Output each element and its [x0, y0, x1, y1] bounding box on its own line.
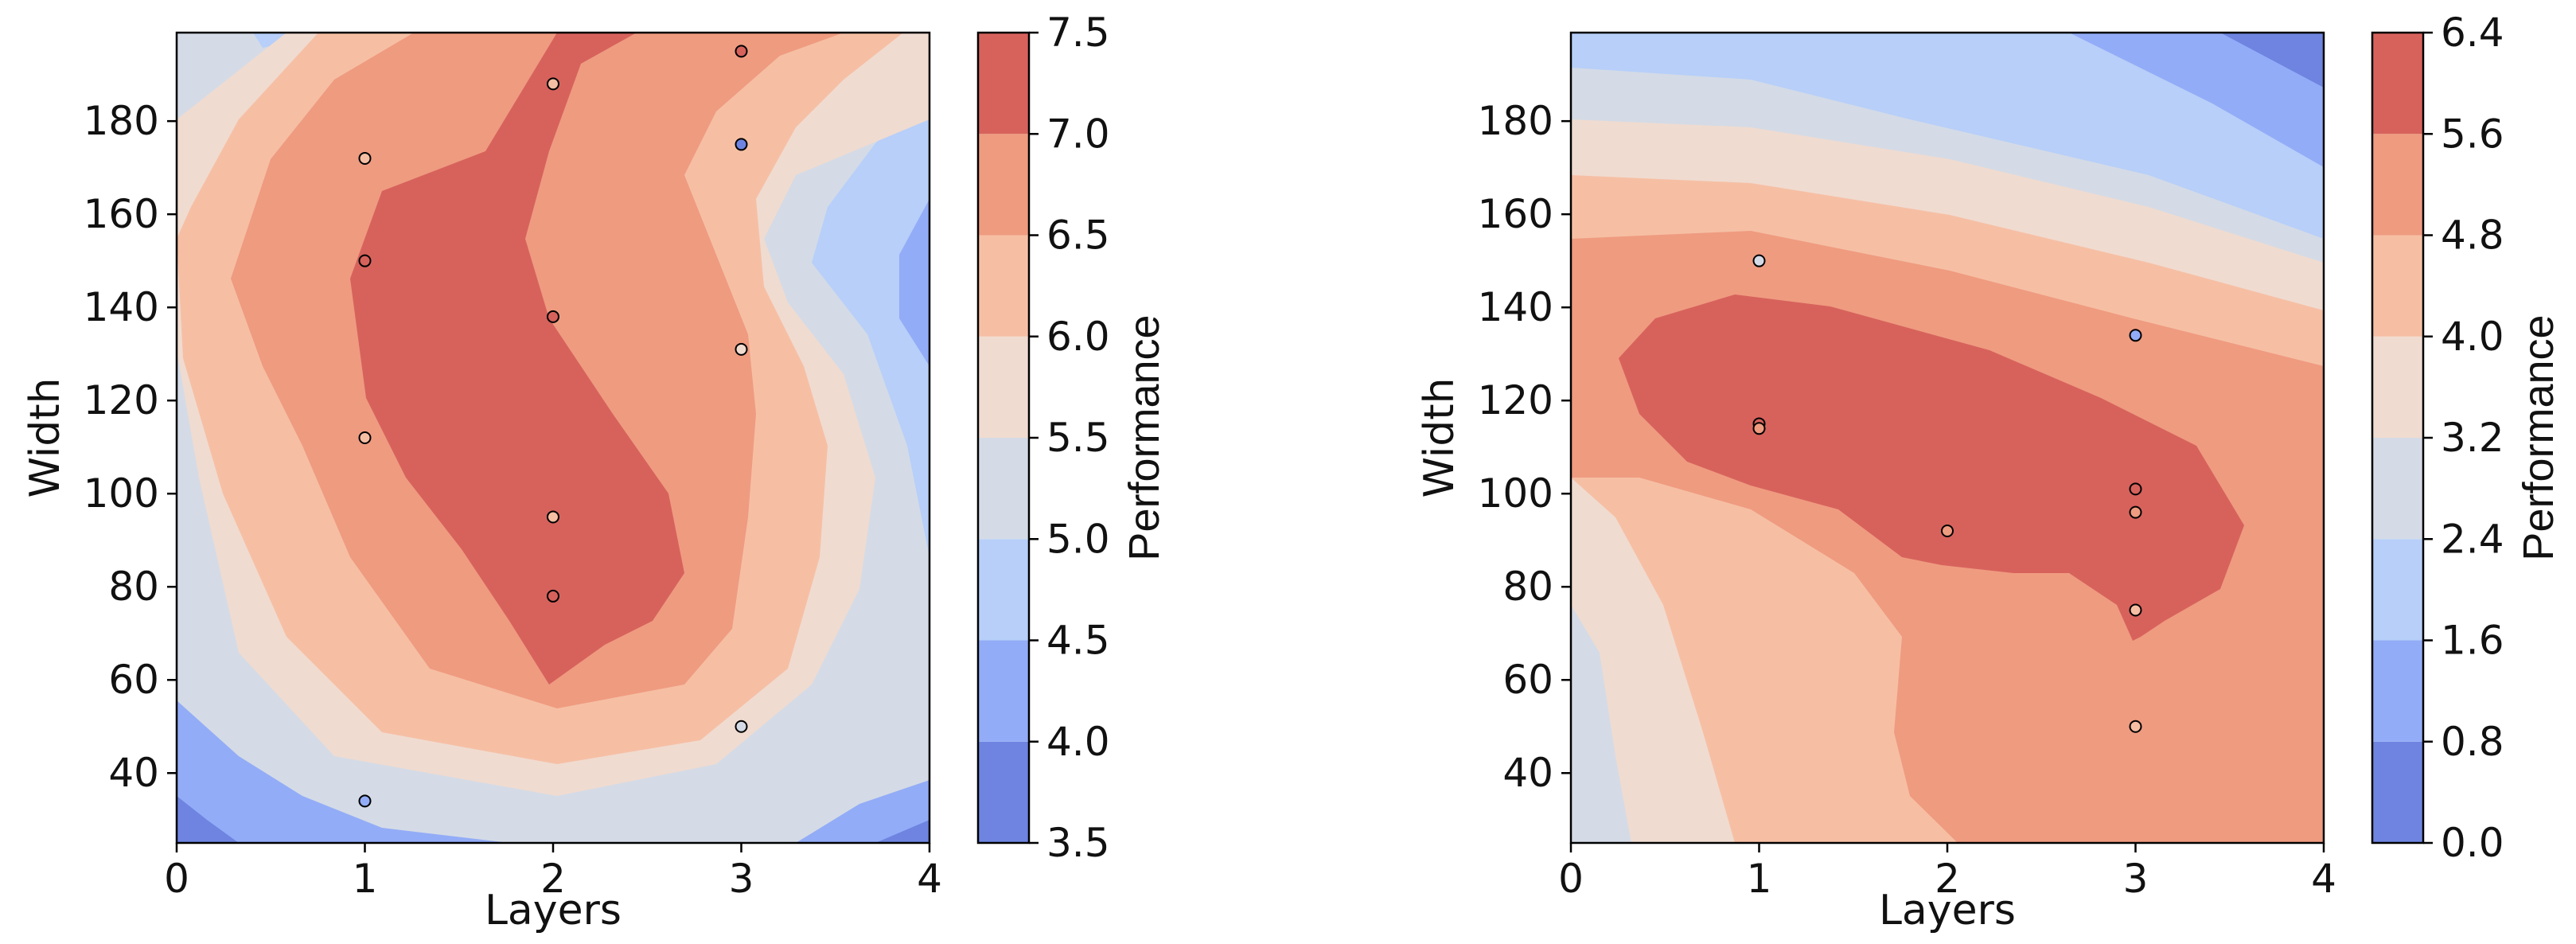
colorbar-tick-label: 4.0 [2441, 314, 2504, 360]
x-tick-label: 0 [1558, 856, 1584, 902]
x-tick-label: 4 [917, 856, 942, 902]
y-tick-label: 160 [84, 191, 159, 237]
left-scatter-points [358, 45, 748, 808]
colorbar-tick-label: 7.0 [1046, 111, 1110, 157]
right-y-axis-label: Width [1416, 377, 1463, 497]
colorbar-band [2372, 640, 2423, 742]
y-tick-label: 180 [1478, 98, 1553, 144]
colorbar-band [978, 438, 1029, 540]
x-tick-label: 2 [540, 856, 566, 902]
colorbar-tick-label: 7.5 [1046, 10, 1110, 56]
colorbar-tick-label: 6.5 [1046, 213, 1110, 259]
y-tick-label: 120 [1478, 377, 1553, 423]
y-tick-label: 40 [1502, 750, 1553, 796]
scatter-point [358, 254, 372, 267]
y-tick-label: 80 [108, 564, 159, 610]
x-tick-label: 2 [1935, 856, 1960, 902]
colorbar-band [978, 741, 1029, 843]
scatter-point [547, 77, 559, 91]
scatter-point [547, 310, 559, 323]
left-colorbar: 3.5 4.0 4.5 5.0 5.5 6.0 6.5 7.0 7.5 [976, 10, 1110, 866]
scatter-point [358, 794, 372, 808]
right-x-axis-label: Layers [1879, 887, 2016, 934]
y-tick-label: 120 [84, 377, 159, 423]
x-tick-label: 0 [164, 856, 189, 902]
y-tick-label: 140 [1478, 284, 1553, 330]
x-tick-label: 4 [2311, 856, 2336, 902]
colorbar-tick-label: 0.0 [2441, 820, 2504, 866]
colorbar-band [978, 33, 1029, 135]
scatter-point [547, 510, 559, 524]
colorbar-tick-label: 4.0 [1046, 719, 1110, 765]
y-tick-label: 60 [108, 657, 159, 703]
y-tick-label: 40 [108, 750, 159, 796]
colorbar-tick-label: 4.8 [2441, 213, 2504, 259]
scatter-point [2129, 720, 2142, 733]
scatter-point [1752, 422, 1766, 435]
colorbar-tick-label: 5.6 [2441, 111, 2504, 157]
y-tick-label: 100 [84, 470, 159, 517]
scatter-point [2129, 603, 2142, 617]
x-tick-label: 3 [2123, 856, 2149, 902]
left-y-axis-label: Width [21, 377, 69, 497]
colorbar-tick-label: 1.6 [2441, 618, 2504, 664]
left-contour-fill [177, 33, 929, 843]
scatter-point [358, 431, 372, 444]
scatter-point [2129, 482, 2142, 496]
colorbar-band [978, 134, 1029, 236]
colorbar-band [978, 539, 1029, 641]
scatter-point [735, 720, 748, 733]
y-tick-label: 160 [1478, 191, 1553, 237]
left-colorbar-label: Performance [1120, 314, 1168, 560]
colorbar-band [2372, 336, 2423, 438]
scatter-point [1941, 525, 1954, 538]
colorbar-band [978, 235, 1029, 337]
colorbar-tick-label: 5.0 [1046, 516, 1110, 562]
colorbar-band [2372, 134, 2423, 236]
colorbar-tick-label: 6.0 [1046, 314, 1110, 360]
colorbar-tick-label: 5.5 [1046, 415, 1110, 461]
scatter-point [2129, 505, 2142, 519]
y-tick-label: 180 [84, 98, 159, 144]
scatter-point [2129, 329, 2142, 342]
y-tick-label: 140 [84, 284, 159, 330]
colorbar-band [2372, 539, 2423, 641]
scatter-point [735, 45, 748, 58]
colorbar-band [978, 336, 1029, 438]
right-scatter-points [1752, 254, 2142, 733]
colorbar-tick-label: 4.5 [1046, 618, 1110, 664]
right-colorbar: 0.0 0.8 1.6 2.4 3.2 4.0 4.8 5.6 6.4 [2371, 10, 2504, 866]
scatter-point [735, 342, 748, 356]
colorbar-tick-label: 0.8 [2441, 719, 2504, 765]
left-x-axis-label: Layers [485, 887, 622, 934]
colorbar-band [2372, 33, 2423, 135]
colorbar-tick-label: 3.5 [1046, 820, 1110, 866]
colorbar-tick-label: 6.4 [2441, 10, 2504, 56]
colorbar-band [2372, 235, 2423, 337]
scatter-point [547, 589, 559, 603]
right-contour-fill [1571, 33, 2324, 843]
x-tick-label: 1 [1747, 856, 1772, 902]
y-tick-label: 100 [1478, 470, 1553, 517]
colorbar-band [2372, 438, 2423, 540]
scatter-point [358, 151, 372, 165]
scatter-point [735, 138, 748, 151]
colorbar-band [2372, 741, 2423, 843]
right-axis-ticks: 0 1 2 3 4 40 60 80 100 120 140 160 180 [1478, 98, 2336, 902]
right-colorbar-label: Performance [2515, 314, 2562, 560]
colorbar-band [978, 640, 1029, 742]
colorbar-tick-label: 3.2 [2441, 415, 2504, 461]
y-tick-label: 60 [1502, 657, 1553, 703]
x-tick-label: 3 [729, 856, 754, 902]
x-tick-label: 1 [353, 856, 378, 902]
left-axis-ticks: 0 1 2 3 4 40 60 80 100 120 140 160 180 [84, 98, 942, 902]
scatter-point [1752, 254, 1766, 267]
y-tick-label: 80 [1502, 564, 1553, 610]
colorbar-tick-label: 2.4 [2441, 516, 2504, 562]
